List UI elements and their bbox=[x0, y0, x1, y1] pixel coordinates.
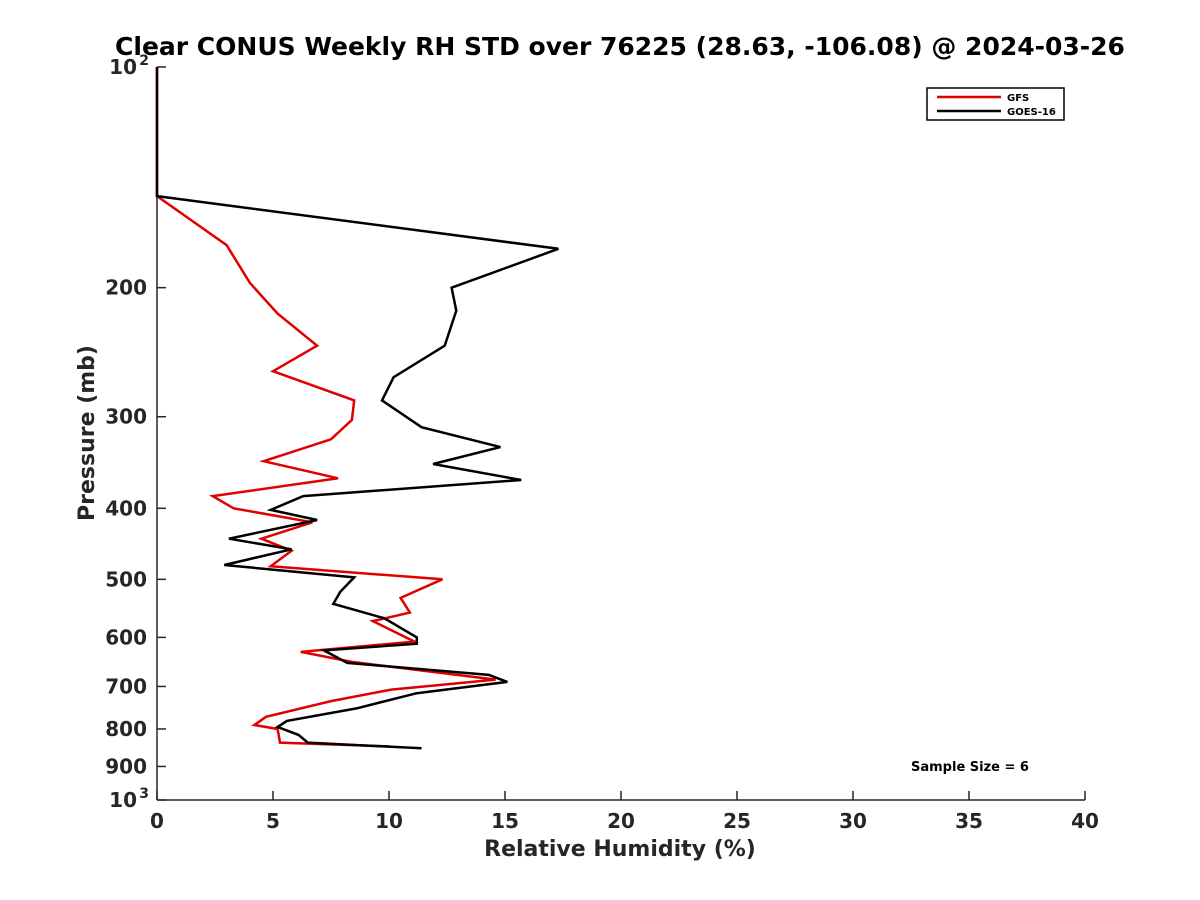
y-tick-label-bottom: 10 bbox=[109, 788, 137, 812]
series-line-goes16 bbox=[155, 67, 559, 750]
x-tick-label: 20 bbox=[607, 809, 635, 833]
y-tick-label: 200 bbox=[105, 276, 147, 300]
y-tick-label-top: 10 bbox=[109, 55, 137, 79]
x-tick-label: 40 bbox=[1071, 809, 1099, 833]
y-tick-label: 600 bbox=[105, 625, 147, 649]
legend-box bbox=[926, 87, 1065, 121]
x-tick-label: 25 bbox=[723, 809, 751, 833]
x-axis-label: Relative Humidity (%) bbox=[484, 837, 756, 862]
y-tick-label: 400 bbox=[105, 496, 147, 520]
series-line-gfs bbox=[155, 67, 496, 748]
x-tick-label: 15 bbox=[491, 809, 519, 833]
x-tick-label: 10 bbox=[375, 809, 403, 833]
y-tick-label: 500 bbox=[105, 567, 147, 591]
y-tick-exponent-bottom: 3 bbox=[139, 786, 149, 802]
sample-size-annotation: Sample Size = 6 bbox=[911, 760, 1029, 775]
y-axis-label: Pressure (mb) bbox=[75, 345, 100, 521]
legend-label-gfs: GFS bbox=[1007, 93, 1029, 104]
x-axis: 0 5 10 15 20 25 30 35 40 bbox=[150, 791, 1099, 833]
x-tick-label: 35 bbox=[955, 809, 983, 833]
y-tick-label: 900 bbox=[105, 754, 147, 778]
legend-label-goes16: GOES-16 bbox=[1007, 107, 1056, 118]
y-tick-exponent-top: 2 bbox=[139, 53, 149, 69]
y-tick-label: 700 bbox=[105, 674, 147, 698]
y-tick-label: 300 bbox=[105, 405, 147, 429]
chart-title: Clear CONUS Weekly RH STD over 76225 (28… bbox=[115, 32, 1125, 61]
x-tick-label: 30 bbox=[839, 809, 867, 833]
x-tick-label: 5 bbox=[266, 809, 280, 833]
x-tick-label: 0 bbox=[150, 809, 164, 833]
plot-area bbox=[156, 67, 1085, 801]
series-layer bbox=[155, 67, 559, 750]
y-tick-label: 800 bbox=[105, 717, 147, 741]
chart-legend: GFS GOES-16 bbox=[926, 87, 1065, 121]
